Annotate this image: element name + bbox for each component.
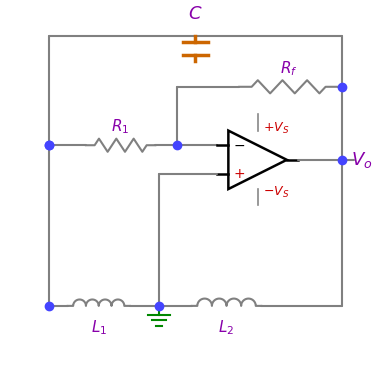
Text: $V_o$: $V_o$	[351, 150, 372, 170]
Text: $R_f$: $R_f$	[280, 59, 298, 78]
Text: $R_1$: $R_1$	[111, 117, 130, 136]
Text: $L_2$: $L_2$	[219, 319, 235, 337]
Text: $-$: $-$	[233, 138, 245, 152]
Text: $+V_S$: $+V_S$	[263, 121, 289, 137]
Text: $L_1$: $L_1$	[91, 319, 107, 337]
Text: $+$: $+$	[233, 167, 245, 181]
Text: $C$: $C$	[188, 5, 203, 23]
Text: $-V_S$: $-V_S$	[263, 185, 289, 200]
